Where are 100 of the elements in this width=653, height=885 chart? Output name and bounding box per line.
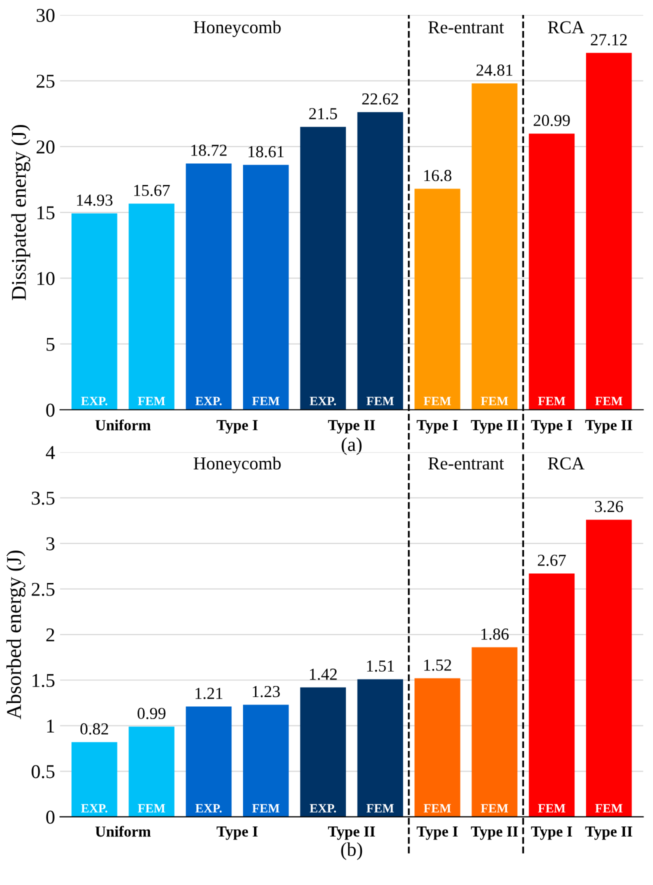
annotation: (a) <box>342 437 362 456</box>
text: Type II <box>470 420 518 434</box>
bar <box>128 726 174 817</box>
annotation: RCA <box>548 21 584 34</box>
bar <box>586 52 632 410</box>
bar <box>472 647 518 817</box>
x-tick-label: FEM <box>538 804 566 812</box>
bar <box>72 213 118 410</box>
text: Type I <box>416 420 458 434</box>
y-tick-label: 1.5 <box>32 674 54 688</box>
data-label: 15.67 <box>134 184 170 196</box>
y-tick-label: 2 <box>46 628 54 642</box>
bar <box>357 679 404 817</box>
bar <box>472 83 518 410</box>
x-tick-label: FEM <box>138 396 166 406</box>
x-tick-label: FEM <box>424 804 451 812</box>
data-label: 1.86 <box>481 628 509 640</box>
data-label: 14.93 <box>77 194 112 206</box>
text: Type I <box>216 826 258 840</box>
y-tick-label: 10 <box>37 272 54 286</box>
text: Type I <box>416 826 458 840</box>
text: Type I <box>531 420 572 434</box>
data-label: 21.5 <box>309 108 337 120</box>
bar <box>243 704 289 817</box>
data-label: 24.81 <box>476 64 512 76</box>
y-tick-label: 20 <box>36 140 54 154</box>
x-tick-label: FEM <box>252 804 280 812</box>
y-tick-label: 3 <box>46 537 54 550</box>
text: Type II <box>328 826 375 840</box>
x-tick-label: EXP. <box>310 396 336 406</box>
y-tick-label: 4 <box>46 446 55 459</box>
y-tick-label: 15 <box>37 206 54 220</box>
y-tick-label: 2.5 <box>32 582 54 596</box>
text: Type I <box>216 420 258 434</box>
data-label: 0.82 <box>80 723 108 735</box>
y-tick-label: 5 <box>46 338 54 351</box>
x-tick-label: EXP. <box>195 396 222 406</box>
x-tick-label: FEM <box>366 396 394 406</box>
x-tick-label: EXP. <box>310 804 336 813</box>
data-label: 0.99 <box>138 708 166 720</box>
bar <box>300 687 346 817</box>
annotation: Re-entrant <box>428 458 504 470</box>
bar <box>586 520 632 817</box>
bar <box>72 742 118 817</box>
text: Uniform <box>95 826 151 837</box>
data-label: 18.61 <box>248 146 284 158</box>
text: Type II <box>328 420 375 434</box>
data-label: 22.62 <box>362 93 398 105</box>
x-tick-label: FEM <box>366 804 394 812</box>
x-tick-label: FEM <box>424 396 451 406</box>
x-tick-label: EXP. <box>195 804 222 813</box>
bar <box>414 678 460 817</box>
data-label: 1.42 <box>310 668 337 680</box>
bar <box>300 126 346 410</box>
bar <box>528 134 575 410</box>
x-tick-label: FEM <box>252 396 280 406</box>
bar <box>186 163 232 410</box>
bar <box>414 188 460 410</box>
text: Type II <box>585 420 632 434</box>
data-label: 1.51 <box>367 660 394 672</box>
data-label: 3.26 <box>595 500 623 512</box>
text: Type II <box>470 826 518 840</box>
x-tick-label: EXP. <box>81 396 108 406</box>
annotation: Honeycomb <box>194 456 281 474</box>
y-axis-title: Absorbed energy (J) <box>6 550 26 720</box>
x-tick-label: FEM <box>480 804 508 812</box>
y-tick-label: 0 <box>46 810 54 824</box>
text: Uniform <box>95 419 151 430</box>
bar <box>186 706 232 817</box>
annotation: RCA <box>548 457 584 470</box>
text: Type I <box>531 826 572 840</box>
y-tick-label: 1 <box>47 720 54 732</box>
y-tick-label: 30 <box>36 8 54 22</box>
bar <box>243 164 289 410</box>
bar <box>357 112 404 410</box>
x-tick-label: FEM <box>595 396 622 406</box>
y-axis-title: Dissipated energy (J) <box>11 124 30 300</box>
annotation: Honeycomb <box>194 20 281 38</box>
y-tick-label: 3.5 <box>32 492 54 505</box>
data-label: 16.8 <box>424 170 452 182</box>
x-tick-label: FEM <box>595 804 622 812</box>
text: Type II <box>585 826 632 840</box>
y-tick-label: 25 <box>36 74 54 88</box>
x-tick-label: FEM <box>138 804 166 812</box>
annotation: Re-entrant <box>428 21 504 34</box>
bar <box>128 204 174 410</box>
data-label: 20.99 <box>534 114 570 126</box>
data-label: 1.23 <box>252 686 280 698</box>
data-label: 27.12 <box>590 34 627 46</box>
x-tick-label: FEM <box>538 396 566 406</box>
y-tick-label: 0.5 <box>32 765 54 778</box>
y-tick-label: 0 <box>46 404 54 417</box>
data-label: 1.52 <box>424 660 452 671</box>
data-label: 1.21 <box>196 688 222 700</box>
bar <box>528 573 575 817</box>
x-tick-label: FEM <box>480 396 508 406</box>
text: (b) <box>341 842 362 860</box>
data-label: 2.67 <box>538 554 566 566</box>
data-label: 18.72 <box>191 144 227 156</box>
x-tick-label: EXP. <box>81 804 108 813</box>
